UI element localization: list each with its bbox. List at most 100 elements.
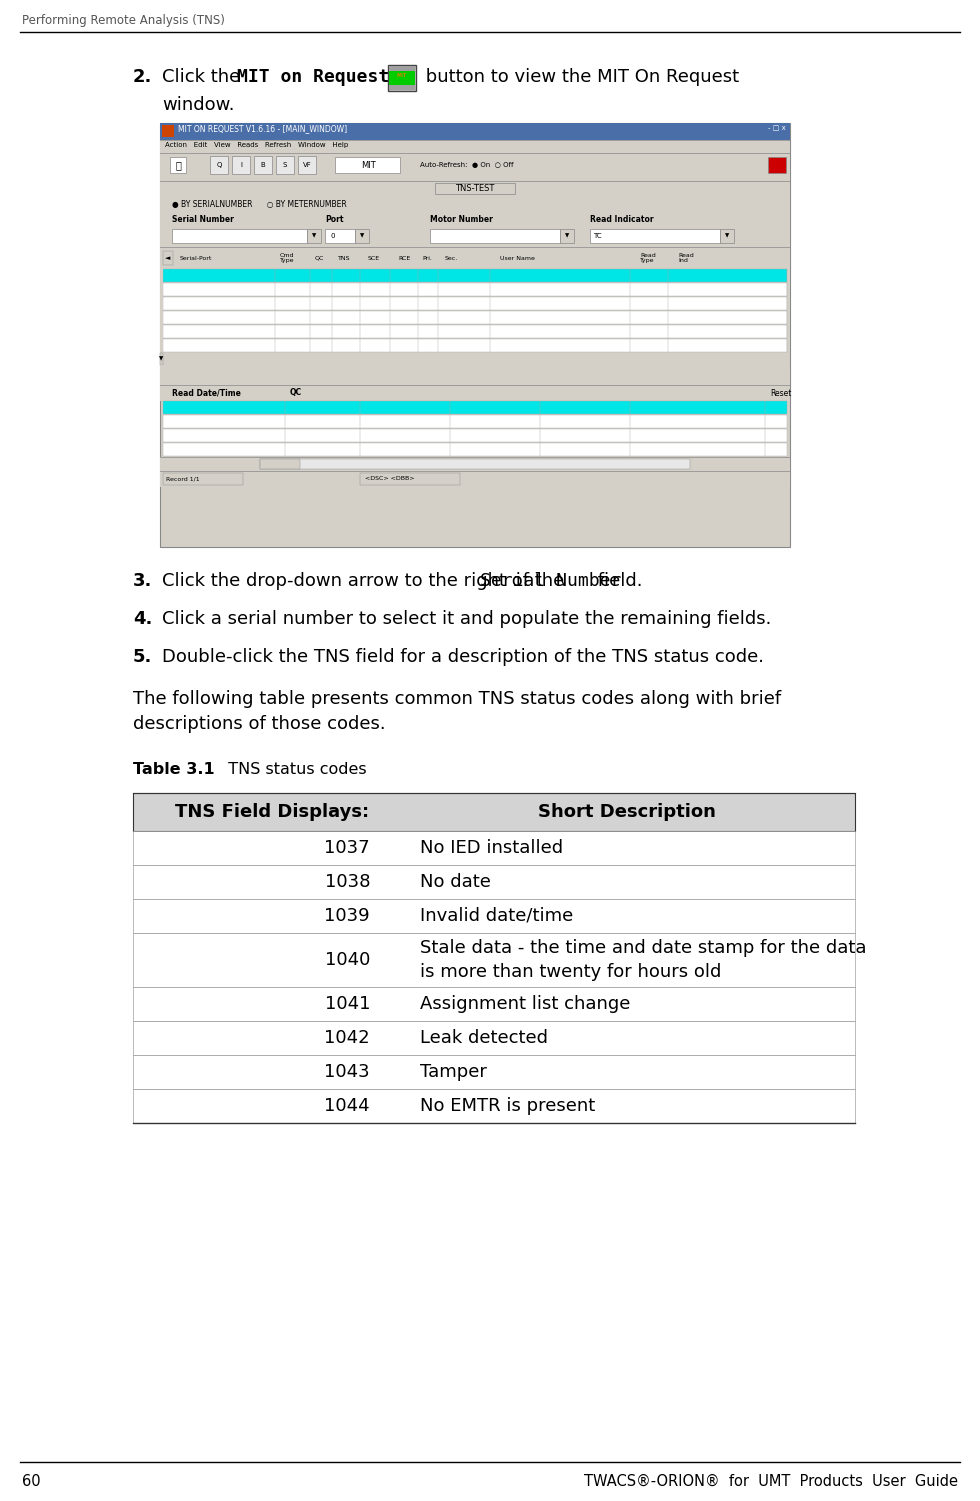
Bar xyxy=(260,459,690,468)
Text: 4.: 4. xyxy=(133,609,152,627)
Text: The following table presents common TNS status codes along with brief
descriptio: The following table presents common TNS … xyxy=(133,690,781,732)
Bar xyxy=(163,326,787,338)
Bar xyxy=(360,473,460,485)
Text: Auto-Refresh:  ● On  ○ Off: Auto-Refresh: ● On ○ Off xyxy=(420,162,514,168)
Text: button to view the MIT On Request: button to view the MIT On Request xyxy=(420,68,739,86)
Bar xyxy=(160,153,790,182)
Bar xyxy=(254,156,272,174)
Bar xyxy=(163,414,787,428)
Text: - □ x: - □ x xyxy=(768,125,786,131)
Bar xyxy=(325,230,355,243)
Text: 1042: 1042 xyxy=(324,1030,370,1048)
Bar xyxy=(160,353,163,365)
Bar xyxy=(160,365,790,384)
Text: ▼: ▼ xyxy=(160,357,164,362)
Bar xyxy=(389,86,415,90)
Text: Double-click the TNS field for a description of the TNS status code.: Double-click the TNS field for a descrip… xyxy=(162,648,764,666)
Text: VF: VF xyxy=(303,162,312,168)
Bar xyxy=(160,140,790,153)
Bar xyxy=(307,230,321,243)
Text: 1041: 1041 xyxy=(324,995,370,1013)
Bar xyxy=(163,297,787,311)
Bar xyxy=(160,182,790,197)
Text: 1039: 1039 xyxy=(324,907,370,925)
Bar xyxy=(162,125,174,137)
Text: Stale data - the time and date stamp for the data
is more than twenty for hours : Stale data - the time and date stamp for… xyxy=(420,940,866,980)
Text: <DSC> <DBB>: <DSC> <DBB> xyxy=(365,476,415,482)
Bar xyxy=(768,158,786,173)
Bar xyxy=(163,443,787,456)
Text: TNS-TEST: TNS-TEST xyxy=(456,185,495,194)
Text: 2.: 2. xyxy=(133,68,152,86)
Bar xyxy=(172,230,307,243)
Bar xyxy=(133,1055,855,1090)
Bar xyxy=(720,230,734,243)
Text: B: B xyxy=(261,162,266,168)
Text: Serial Number: Serial Number xyxy=(480,572,621,590)
Text: I: I xyxy=(240,162,242,168)
Text: 1037: 1037 xyxy=(324,839,370,857)
Text: Motor Number: Motor Number xyxy=(430,216,493,225)
Text: Serial Number: Serial Number xyxy=(172,216,234,225)
Bar xyxy=(163,251,173,266)
Text: RCE: RCE xyxy=(398,255,411,261)
Text: TNS Field Displays:: TNS Field Displays: xyxy=(175,803,369,821)
Bar xyxy=(163,269,787,282)
Text: MIT: MIT xyxy=(361,161,375,170)
Text: Q: Q xyxy=(217,162,221,168)
Text: Assignment list change: Assignment list change xyxy=(420,995,630,1013)
Text: Click the drop-down arrow to the right of the: Click the drop-down arrow to the right o… xyxy=(162,572,570,590)
Bar xyxy=(560,230,574,243)
Text: ◄: ◄ xyxy=(166,255,171,261)
Text: Reset: Reset xyxy=(770,389,792,398)
Bar xyxy=(133,934,855,988)
Text: Record 1/1: Record 1/1 xyxy=(166,476,200,482)
Bar xyxy=(389,66,415,71)
Bar xyxy=(163,311,787,324)
Bar xyxy=(210,156,228,174)
Bar xyxy=(298,156,316,174)
Text: TC: TC xyxy=(593,233,602,239)
Text: window.: window. xyxy=(162,96,234,114)
Text: QC: QC xyxy=(315,255,324,261)
Bar xyxy=(160,248,790,269)
Bar xyxy=(163,429,787,441)
Bar xyxy=(160,197,790,213)
Text: No EMTR is present: No EMTR is present xyxy=(420,1097,595,1115)
Text: Invalid date/time: Invalid date/time xyxy=(420,907,573,925)
Bar xyxy=(335,158,400,173)
Bar xyxy=(170,158,186,173)
Text: field.: field. xyxy=(592,572,643,590)
Text: Cmd
Type: Cmd Type xyxy=(280,252,295,263)
Text: Performing Remote Analysis (TNS): Performing Remote Analysis (TNS) xyxy=(22,14,224,27)
Text: ▼: ▼ xyxy=(564,234,569,239)
Text: MIT ON REQUEST V1.6.16 - [MAIN_WINDOW]: MIT ON REQUEST V1.6.16 - [MAIN_WINDOW] xyxy=(178,125,347,134)
Bar xyxy=(160,213,790,227)
Text: 1043: 1043 xyxy=(324,1063,370,1081)
Text: Leak detected: Leak detected xyxy=(420,1030,548,1048)
Bar xyxy=(276,156,294,174)
Text: Pri.: Pri. xyxy=(422,255,432,261)
Text: 1040: 1040 xyxy=(324,952,370,970)
Text: 1044: 1044 xyxy=(324,1097,370,1115)
Text: No IED installed: No IED installed xyxy=(420,839,564,857)
Text: ▼: ▼ xyxy=(360,234,365,239)
Text: ⎙: ⎙ xyxy=(175,161,181,170)
Text: 1038: 1038 xyxy=(324,874,370,892)
Bar xyxy=(388,65,416,92)
Text: Read Date/Time: Read Date/Time xyxy=(172,389,241,398)
Text: ▼: ▼ xyxy=(725,234,729,239)
Text: QC: QC xyxy=(290,389,302,398)
Text: Sec.: Sec. xyxy=(445,255,459,261)
Bar xyxy=(160,227,790,248)
Bar xyxy=(133,1021,855,1055)
Text: SCE: SCE xyxy=(368,255,380,261)
Bar xyxy=(133,832,855,865)
Text: Read
Type: Read Type xyxy=(640,252,656,263)
Bar xyxy=(133,899,855,934)
Text: Action   Edit   View   Reads   Refresh   Window   Help: Action Edit View Reads Refresh Window He… xyxy=(165,141,348,147)
Bar xyxy=(163,339,787,353)
Bar xyxy=(430,230,560,243)
Bar xyxy=(160,269,163,353)
Text: Tamper: Tamper xyxy=(420,1063,487,1081)
